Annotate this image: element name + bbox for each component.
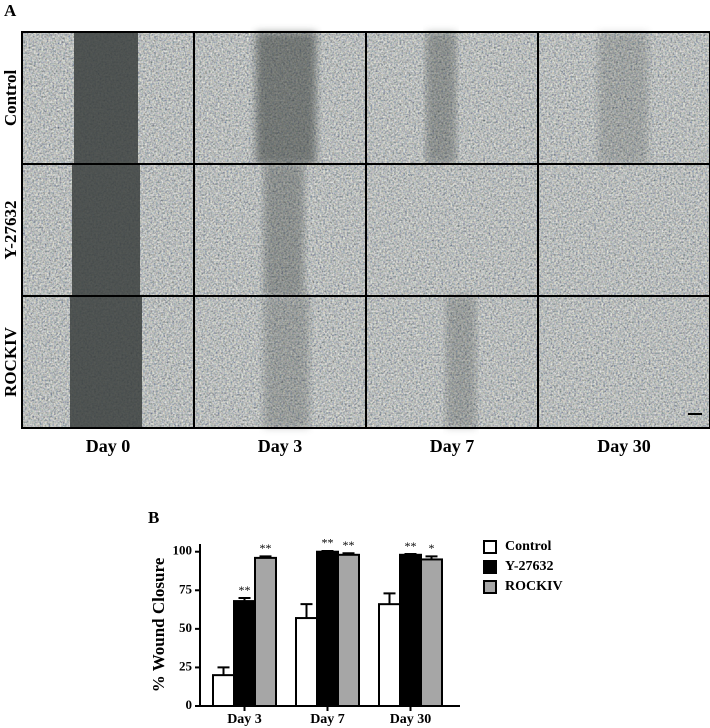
column-label: Day 0 bbox=[86, 436, 131, 456]
row-label: Control bbox=[1, 70, 20, 127]
bar bbox=[420, 558, 443, 708]
bar bbox=[378, 603, 401, 708]
x-tick-label: Day 7 bbox=[310, 712, 345, 727]
bar bbox=[254, 556, 277, 708]
column-label: Day 3 bbox=[258, 436, 303, 456]
y-tick-label: 100 bbox=[173, 543, 193, 558]
bar bbox=[233, 600, 256, 707]
micrograph bbox=[366, 164, 538, 296]
legend-swatch bbox=[483, 560, 497, 574]
panel-label: B bbox=[148, 508, 159, 527]
bar bbox=[337, 553, 360, 707]
y-axis-label: % Wound Closure bbox=[149, 557, 168, 692]
x-tick-label: Day 3 bbox=[227, 712, 262, 727]
column-label: Day 30 bbox=[597, 436, 651, 456]
significance-label: ** bbox=[239, 583, 251, 597]
y-tick-label: 25 bbox=[179, 658, 193, 673]
significance-label: ** bbox=[343, 538, 355, 552]
error-bar bbox=[259, 555, 272, 558]
significance-label: ** bbox=[405, 539, 417, 553]
bar bbox=[316, 550, 339, 708]
error-bar bbox=[342, 552, 355, 555]
bar bbox=[399, 553, 422, 707]
wound-gap bbox=[264, 164, 304, 296]
wound-gap bbox=[598, 32, 648, 164]
wound-gap bbox=[426, 32, 456, 164]
error-bar bbox=[404, 553, 417, 556]
wound-gap bbox=[264, 296, 309, 428]
image-border bbox=[537, 295, 710, 429]
column-label: Day 7 bbox=[430, 436, 475, 456]
panel-label: A bbox=[4, 1, 17, 20]
micrograph bbox=[538, 164, 710, 296]
error-bar bbox=[217, 666, 230, 676]
legend-swatch bbox=[483, 540, 497, 554]
legend-label: Control bbox=[505, 539, 552, 554]
wound-gap bbox=[70, 296, 142, 428]
significance-label: ** bbox=[322, 536, 334, 550]
legend-label: ROCKIV bbox=[505, 579, 563, 594]
row-label: Y-27632 bbox=[1, 201, 20, 260]
legend-swatch bbox=[483, 580, 497, 594]
significance-label: ** bbox=[260, 541, 272, 555]
y-tick-label: 75 bbox=[179, 581, 193, 596]
bar bbox=[295, 617, 318, 707]
y-tick-label: 50 bbox=[179, 620, 192, 635]
legend-label: Y-27632 bbox=[505, 559, 554, 574]
wound-gap bbox=[256, 32, 316, 164]
wound-gap bbox=[446, 296, 476, 428]
wound-gap bbox=[74, 32, 138, 164]
significance-label: * bbox=[429, 541, 435, 555]
x-tick-label: Day 30 bbox=[390, 712, 432, 727]
bar bbox=[212, 674, 235, 708]
row-label: ROCKIV bbox=[1, 326, 20, 397]
error-bar bbox=[383, 592, 396, 605]
error-bar bbox=[238, 597, 251, 602]
image-grid: Control Y-27632 ROCKIV Day 0 Day 3 Day 7 Day 3… bbox=[1, 31, 710, 456]
wound-gap bbox=[72, 164, 140, 296]
micrograph bbox=[538, 296, 710, 428]
error-bar bbox=[300, 603, 313, 619]
error-bar bbox=[321, 549, 334, 552]
y-tick-label: 0 bbox=[186, 697, 193, 712]
error-bar bbox=[425, 555, 438, 560]
